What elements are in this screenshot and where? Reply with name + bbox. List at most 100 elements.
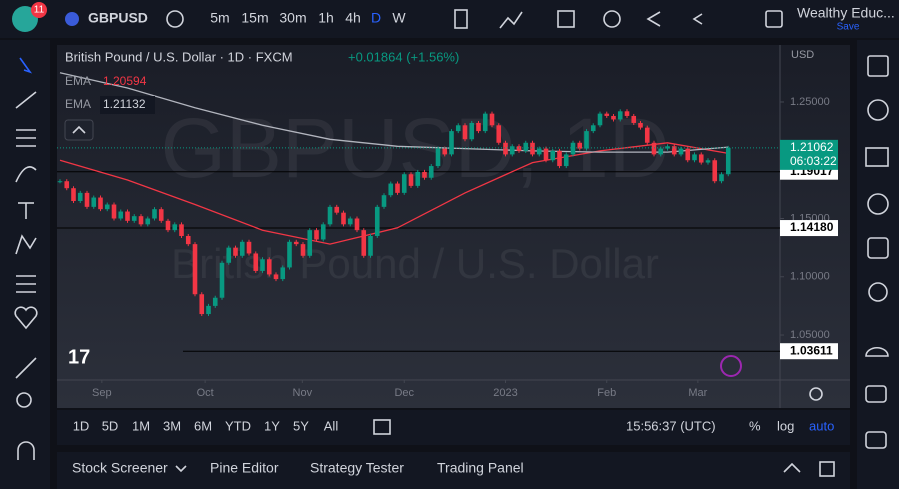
candle	[138, 216, 144, 225]
legend-change: +0.01864 (+1.56%)	[348, 49, 459, 64]
candle	[503, 142, 508, 155]
candle	[226, 247, 232, 263]
candle	[671, 146, 677, 155]
candle	[145, 218, 151, 225]
candle	[206, 305, 211, 315]
candle	[482, 113, 488, 132]
expand-icon[interactable]	[783, 462, 801, 473]
range-button[interactable]: All	[324, 418, 339, 433]
candles-icon[interactable]	[454, 9, 468, 29]
candle	[570, 142, 576, 155]
panel-tab[interactable]: Stock Screener	[72, 460, 168, 476]
ema-value: 1.20594	[103, 74, 147, 88]
candle	[57, 181, 63, 183]
y-tick-label: 1.25000	[790, 96, 830, 108]
candle	[71, 188, 76, 202]
settings-icon[interactable]	[809, 387, 823, 401]
panel-tab[interactable]: Strategy Tester	[310, 460, 404, 476]
watermark-name: British Pound / U.S. Dollar	[171, 240, 659, 287]
interval[interactable]: 30m	[279, 10, 306, 26]
interval[interactable]: D	[371, 10, 381, 26]
candle	[462, 125, 468, 140]
candle	[246, 241, 252, 254]
level-label: 1.03611	[790, 343, 833, 357]
range-button[interactable]: 5Y	[293, 418, 309, 433]
candle	[516, 146, 522, 151]
candle	[293, 241, 299, 245]
candle	[496, 125, 502, 143]
countdown: 06:03:22	[790, 154, 837, 168]
range-button[interactable]: 3M	[163, 418, 181, 433]
candle	[347, 218, 353, 225]
log-toggle[interactable]: log	[777, 418, 794, 433]
x-tick-label: Mar	[688, 387, 707, 399]
interval[interactable]: W	[392, 10, 406, 26]
candle	[260, 259, 265, 271]
range-button[interactable]: 6M	[194, 418, 212, 433]
drawing-tools[interactable]	[14, 57, 38, 460]
replay-icon[interactable]	[646, 11, 661, 27]
candle	[408, 174, 414, 186]
indicators-icon[interactable]	[499, 11, 523, 29]
fullscreen-icon[interactable]	[765, 10, 783, 28]
auto-toggle[interactable]: auto	[809, 418, 834, 433]
range-button[interactable]: 1M	[132, 418, 150, 433]
range-button[interactable]: 5D	[102, 418, 119, 433]
candle	[530, 142, 535, 155]
candle	[665, 146, 670, 149]
save[interactable]: Save	[837, 22, 860, 33]
x-tick-label: Dec	[394, 387, 414, 399]
range-button[interactable]: YTD	[225, 418, 251, 433]
candle	[158, 209, 164, 221]
undo-icon[interactable]	[692, 13, 703, 25]
currency[interactable]: USD	[791, 49, 814, 61]
left-toolbar	[0, 40, 50, 489]
last-price-label: 1.21062	[790, 140, 834, 154]
level-label-box	[780, 343, 838, 360]
level-label: 1.14180	[790, 220, 834, 234]
candle	[320, 224, 326, 240]
candle	[563, 154, 569, 167]
interval[interactable]: 15m	[241, 10, 268, 26]
alert-icon[interactable]	[603, 10, 621, 28]
candle	[381, 195, 387, 207]
percent-toggle[interactable]: %	[749, 418, 761, 433]
interval[interactable]: 4h	[345, 10, 361, 26]
panel-tab[interactable]: Trading Panel	[437, 460, 524, 476]
collapse-button[interactable]	[64, 119, 94, 141]
candle	[644, 127, 650, 143]
candle	[104, 204, 110, 210]
sidebar-icons[interactable]	[865, 55, 889, 449]
events-icon[interactable]	[720, 355, 742, 377]
candle	[185, 235, 191, 245]
range-button[interactable]: 1Y	[264, 418, 280, 433]
candle	[557, 150, 562, 167]
interval[interactable]: 5m	[210, 10, 229, 26]
layout-icon[interactable]	[557, 10, 575, 28]
x-tick-label: Nov	[293, 387, 313, 399]
maximize-icon[interactable]	[819, 461, 835, 477]
candle	[604, 113, 610, 116]
account[interactable]: Wealthy Educ...	[797, 5, 895, 21]
add-symbol[interactable]	[166, 10, 184, 28]
range-button[interactable]: 1D	[73, 418, 90, 433]
candle	[442, 148, 448, 155]
ema-value: 1.21132	[103, 97, 146, 111]
x-tick-label: 2023	[493, 387, 517, 399]
badge	[31, 2, 47, 18]
bottom-panel	[57, 452, 850, 489]
x-tick-label: Oct	[197, 387, 214, 399]
dropdown-icon[interactable]	[175, 465, 187, 473]
candle	[300, 244, 306, 256]
ema-line	[59, 142, 729, 245]
date-range-icon[interactable]	[373, 419, 391, 435]
interval[interactable]: 1h	[318, 10, 334, 26]
panel-tab[interactable]: Pine Editor	[210, 460, 279, 476]
candle	[489, 113, 495, 126]
candle	[239, 241, 245, 256]
candle	[212, 297, 218, 306]
candle	[179, 224, 184, 236]
candle	[131, 216, 137, 221]
symbol[interactable]: GBPUSD	[88, 10, 148, 26]
candle	[469, 122, 475, 140]
